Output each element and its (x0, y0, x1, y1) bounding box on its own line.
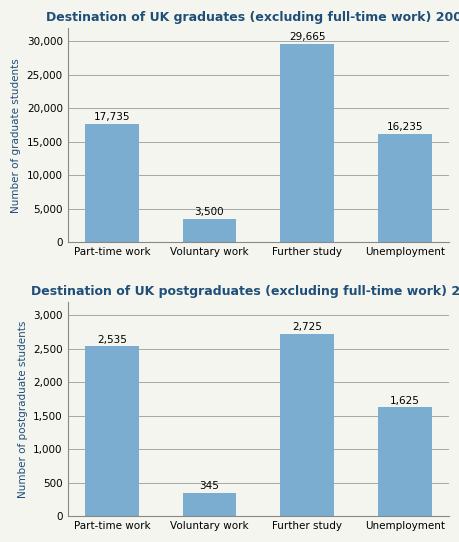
Text: 17,735: 17,735 (93, 112, 130, 122)
Title: Destination of UK graduates (excluding full-time work) 2008: Destination of UK graduates (excluding f… (46, 11, 459, 24)
Bar (85, 346, 138, 516)
Y-axis label: Number of graduate students: Number of graduate students (11, 58, 21, 212)
Text: 16,235: 16,235 (386, 122, 422, 132)
Title: Destination of UK postgraduates (excluding full-time work) 2008: Destination of UK postgraduates (excludi… (31, 285, 459, 298)
Bar (182, 493, 236, 516)
Text: 1,625: 1,625 (389, 396, 419, 405)
Text: 2,725: 2,725 (291, 322, 321, 332)
Bar (377, 133, 431, 242)
Text: 3,500: 3,500 (194, 207, 224, 217)
Bar (85, 124, 138, 242)
Bar (280, 44, 333, 242)
Bar (377, 407, 431, 516)
Text: 2,535: 2,535 (97, 334, 127, 345)
Bar (280, 334, 333, 516)
Text: 29,665: 29,665 (288, 32, 325, 42)
Text: 345: 345 (199, 481, 219, 491)
Y-axis label: Number of postgraduate students: Number of postgraduate students (17, 320, 28, 498)
Bar (182, 219, 236, 242)
